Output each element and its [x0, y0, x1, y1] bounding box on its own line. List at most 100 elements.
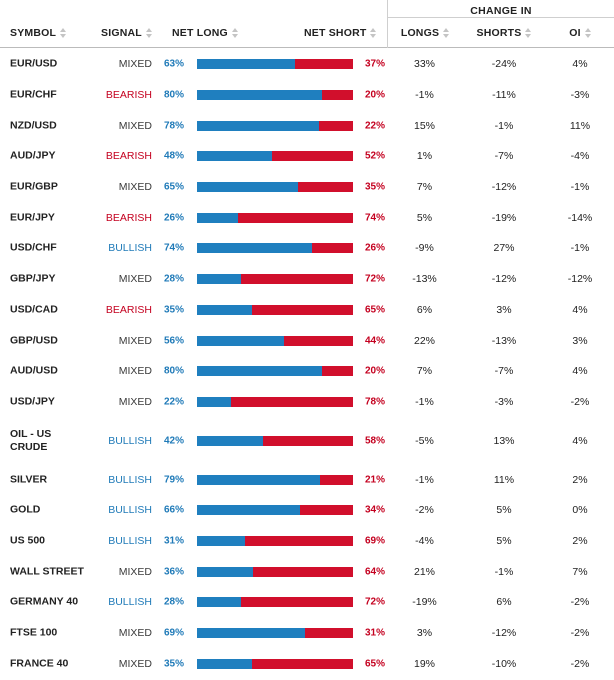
net-short-percent: 20%: [364, 365, 385, 377]
table-row[interactable]: EUR/CHF BEARISH 80% 20% -1% -11% -3%: [0, 80, 614, 111]
symbol-cell[interactable]: US 500: [10, 534, 46, 547]
signal-cell: MIXED: [118, 657, 152, 670]
symbol-cell[interactable]: GBP/JPY: [10, 272, 56, 285]
symbol-cell[interactable]: OIL - US CRUDE: [10, 427, 52, 453]
table-row[interactable]: AUD/USD MIXED 80% 20% 7% -7% 4%: [0, 356, 614, 387]
net-long-percent: 66%: [164, 504, 185, 516]
symbol-cell[interactable]: GBP/USD: [10, 334, 58, 347]
symbol-cell[interactable]: EUR/USD: [10, 57, 58, 70]
symbol-cell[interactable]: FTSE 100: [10, 626, 58, 639]
sentiment-bar: [197, 474, 353, 485]
net-long-bar-segment: [197, 474, 321, 485]
table-row[interactable]: GBP/JPY MIXED 28% 72% -13% -12% -12%: [0, 264, 614, 295]
table-row[interactable]: US 500 BULLISH 31% 69% -4% 5% 2%: [0, 526, 614, 557]
sort-icon: [443, 28, 450, 38]
net-short-percent: 72%: [364, 273, 385, 285]
net-short-bar-segment: [321, 366, 353, 377]
symbol-cell[interactable]: GERMANY 40: [10, 595, 79, 608]
symbol-cell[interactable]: USD/CHF: [10, 241, 57, 254]
net-short-percent: 64%: [364, 566, 385, 578]
net-long-percent: 35%: [164, 658, 185, 670]
longs-change-cell: -2%: [415, 504, 434, 517]
table-row[interactable]: EUR/JPY BEARISH 26% 74% 5% -19% -14%: [0, 202, 614, 233]
sentiment-bar: [197, 120, 353, 131]
table-row[interactable]: GOLD BULLISH 66% 34% -2% 5% 0%: [0, 495, 614, 526]
shorts-change-cell: -12%: [491, 273, 517, 286]
table-row[interactable]: EUR/USD MIXED 63% 37% 33% -24% 4%: [0, 49, 614, 80]
table-row[interactable]: AUD/JPY BEARISH 48% 52% 1% -7% -4%: [0, 141, 614, 172]
signal-cell: BULLISH: [108, 534, 152, 547]
table-row[interactable]: GERMANY 40 BULLISH 28% 72% -19% 6% -2%: [0, 587, 614, 618]
symbol-cell[interactable]: USD/CAD: [10, 303, 58, 316]
table-row[interactable]: NZD/USD MIXED 78% 22% 15% -1% 11%: [0, 110, 614, 141]
shorts-change-cell: -12%: [491, 627, 517, 640]
shorts-change-cell: 3%: [496, 303, 512, 316]
symbol-cell[interactable]: EUR/GBP: [10, 180, 58, 193]
net-short-percent: 31%: [364, 627, 385, 639]
net-long-bar-segment: [197, 90, 322, 101]
net-long-percent: 26%: [164, 212, 185, 224]
symbol-cell[interactable]: NZD/USD: [10, 119, 57, 132]
net-short-bar-segment: [251, 304, 353, 315]
net-long-column-header[interactable]: NET LONG: [172, 18, 238, 48]
symbol-cell[interactable]: AUD/JPY: [10, 149, 56, 162]
net-short-column-header[interactable]: NET SHORT: [304, 18, 377, 48]
table-row[interactable]: EUR/GBP MIXED 65% 35% 7% -12% -1%: [0, 172, 614, 203]
net-short-percent: 65%: [364, 304, 385, 316]
net-short-percent: 72%: [364, 596, 385, 608]
oi-change-cell: -2%: [570, 627, 590, 640]
net-short-bar-segment: [299, 505, 353, 516]
net-long-bar-segment: [197, 274, 241, 285]
net-long-percent: 63%: [164, 58, 185, 70]
net-long-bar-segment: [197, 366, 322, 377]
longs-column-header[interactable]: LONGS: [387, 18, 462, 48]
longs-change-cell: -4%: [415, 534, 434, 547]
net-long-bar-segment: [197, 120, 319, 131]
table-row[interactable]: USD/CAD BEARISH 35% 65% 6% 3% 4%: [0, 295, 614, 326]
shorts-column-header[interactable]: SHORTS: [462, 18, 546, 48]
longs-change-cell: 33%: [413, 58, 435, 71]
table-row[interactable]: GBP/USD MIXED 56% 44% 22% -13% 3%: [0, 325, 614, 356]
table-row[interactable]: FTSE 100 MIXED 69% 31% 3% -12% -2%: [0, 618, 614, 649]
table-row[interactable]: SILVER BULLISH 79% 21% -1% 11% 2%: [0, 464, 614, 495]
sentiment-bar: [197, 182, 353, 193]
signal-column-header[interactable]: SIGNAL: [101, 18, 152, 48]
symbol-cell[interactable]: SILVER: [10, 473, 48, 486]
oi-change-cell: 7%: [572, 565, 588, 578]
symbol-cell[interactable]: USD/JPY: [10, 395, 55, 408]
net-short-bar-segment: [312, 243, 353, 254]
table-row[interactable]: WALL STREET MIXED 36% 64% 21% -1% 7%: [0, 556, 614, 587]
net-long-percent: 79%: [164, 474, 185, 486]
net-long-bar-segment: [197, 335, 285, 346]
table-row[interactable]: OIL - US CRUDE BULLISH 42% 58% -5% 13% 4%: [0, 417, 614, 464]
net-short-bar-segment: [284, 335, 353, 346]
table-row[interactable]: USD/JPY MIXED 22% 78% -1% -3% -2%: [0, 387, 614, 418]
net-short-bar-segment: [304, 628, 353, 639]
net-short-percent: 21%: [364, 474, 385, 486]
oi-change-cell: -1%: [570, 242, 590, 255]
symbol-cell[interactable]: FRANCE 40: [10, 657, 69, 670]
oi-change-cell: 4%: [572, 434, 588, 447]
longs-change-cell: -1%: [415, 395, 434, 408]
table-row[interactable]: FRANCE 40 MIXED 35% 65% 19% -10% -2%: [0, 648, 614, 679]
longs-change-cell: -1%: [415, 89, 434, 102]
symbol-cell[interactable]: EUR/CHF: [10, 88, 57, 101]
net-long-percent: 78%: [164, 120, 185, 132]
symbol-column-header[interactable]: SYMBOL: [10, 18, 67, 48]
net-short-bar-segment: [321, 90, 353, 101]
sentiment-table-body: EUR/USD MIXED 63% 37% 33% -24% 4% EUR/CHF BEARIS…: [0, 49, 614, 679]
symbol-cell[interactable]: AUD/USD: [10, 364, 58, 377]
symbol-cell[interactable]: WALL STREET: [10, 565, 84, 578]
symbol-cell[interactable]: EUR/JPY: [10, 211, 55, 224]
oi-change-cell: 4%: [572, 58, 588, 71]
oi-column-header[interactable]: OI: [546, 18, 614, 48]
net-short-percent: 58%: [364, 435, 385, 447]
shorts-change-cell: -24%: [491, 58, 517, 71]
longs-change-cell: 5%: [416, 211, 433, 224]
table-row[interactable]: USD/CHF BULLISH 74% 26% -9% 27% -1%: [0, 233, 614, 264]
oi-change-cell: 2%: [572, 534, 588, 547]
sentiment-bar: [197, 658, 353, 669]
longs-change-cell: -5%: [415, 434, 434, 447]
symbol-cell[interactable]: GOLD: [10, 503, 41, 516]
sentiment-bar: [197, 597, 353, 608]
